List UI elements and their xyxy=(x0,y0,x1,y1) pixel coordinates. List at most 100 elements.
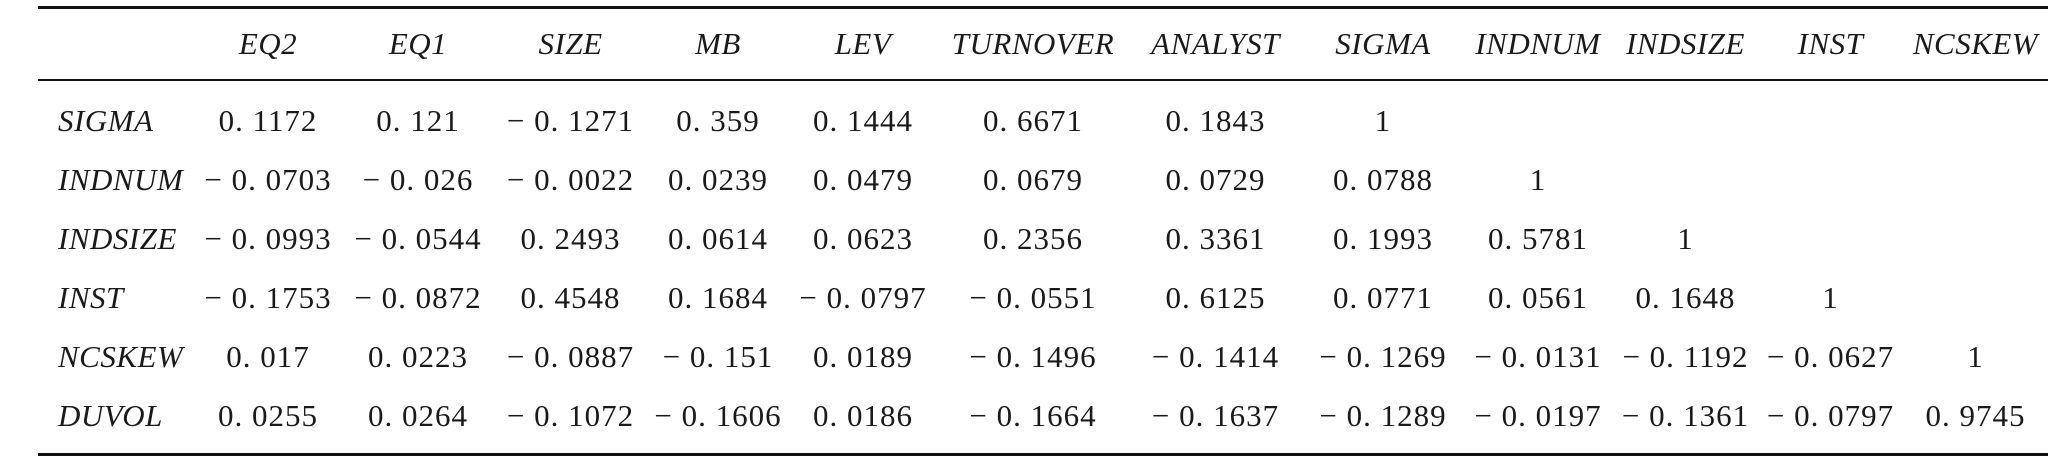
table-cell: 0. 0189 xyxy=(813,338,913,374)
table-cell: 0. 1648 xyxy=(1635,279,1736,315)
header-cell-analyst: ANALYST xyxy=(1151,26,1280,61)
table-cell: 0. 0679 xyxy=(983,161,1083,197)
row-label: INDSIZE xyxy=(58,220,177,256)
table-cell: 0. 017 xyxy=(226,338,310,374)
table-cell: 0. 0264 xyxy=(368,397,468,433)
table-cell: 0. 0788 xyxy=(1333,161,1433,197)
header-cell-ncskew: NCSKEW xyxy=(1912,26,2039,61)
table-cell: − 0. 1289 xyxy=(1319,397,1447,433)
table-cell: 0. 2493 xyxy=(520,220,621,256)
table-cell xyxy=(1613,150,1758,209)
table-cell: 0. 5781 xyxy=(1488,220,1588,256)
table-cell: − 0. 1414 xyxy=(1151,338,1280,374)
table-cell xyxy=(1463,80,1613,150)
table-cell: 0. 0239 xyxy=(668,161,768,197)
table-cell: − 0. 0544 xyxy=(354,220,482,256)
header-cell-eq1: EQ1 xyxy=(388,26,448,61)
header-cell-size: SIZE xyxy=(538,26,603,61)
table-cell xyxy=(1758,150,1903,209)
table-cell: − 0. 1753 xyxy=(204,279,332,315)
header-cell-inst: INST xyxy=(1797,26,1864,61)
table-cell: 0. 0255 xyxy=(218,397,318,433)
header-cell-sigma: SIGMA xyxy=(1335,26,1431,61)
table-cell: 0. 1444 xyxy=(813,102,913,138)
table-cell: 0. 6671 xyxy=(983,102,1083,138)
table-cell xyxy=(1903,268,2048,327)
table-cell: − 0. 0703 xyxy=(204,161,332,197)
table-cell: 0. 0223 xyxy=(368,338,468,374)
table-cell xyxy=(1758,80,1903,150)
table-cell: − 0. 0131 xyxy=(1474,338,1602,374)
table-cell: − 0. 0797 xyxy=(1766,397,1895,433)
table-cell: 0. 0771 xyxy=(1333,279,1433,315)
header-cell-mb: MB xyxy=(695,26,741,61)
table-cell xyxy=(1903,209,2048,268)
table-cell: − 0. 1637 xyxy=(1151,397,1280,433)
table-cell: − 0. 1496 xyxy=(969,338,1097,374)
table-row-inst: INST − 0. 1753 − 0. 0872 0. 4548 0. 1684… xyxy=(38,268,2048,327)
row-label: DUVOL xyxy=(58,397,163,433)
table-row-duvol: DUVOL 0. 0255 0. 0264 − 0. 1072 − 0. 160… xyxy=(38,386,2048,455)
table-row-indnum: INDNUM − 0. 0703 − 0. 026 − 0. 0022 0. 0… xyxy=(38,150,2048,209)
table-cell: − 0. 151 xyxy=(662,338,774,374)
table-cell xyxy=(1903,150,2048,209)
table-cell: 1 xyxy=(1374,102,1392,138)
header-cell-indnum: INDNUM xyxy=(1475,26,1601,61)
table-cell: − 0. 0022 xyxy=(506,161,635,197)
table-cell: 0. 4548 xyxy=(520,279,621,315)
table-cell: 0. 0623 xyxy=(813,220,913,256)
correlation-table-container: EQ2 EQ1 SIZE MB LEV TURNOVER ANALYST SIG… xyxy=(38,6,2048,456)
table-cell: − 0. 026 xyxy=(362,161,474,197)
table-cell: 0. 0186 xyxy=(813,397,913,433)
table-cell: 0. 359 xyxy=(676,102,760,138)
header-cell-turnover: TURNOVER xyxy=(951,26,1115,61)
row-label: INST xyxy=(58,279,124,315)
table-cell: − 0. 1271 xyxy=(506,102,635,138)
table-cell: 1 xyxy=(1529,161,1547,197)
table-cell: 0. 2356 xyxy=(983,220,1083,256)
table-cell: − 0. 0627 xyxy=(1766,338,1895,374)
table-cell: 1 xyxy=(1822,279,1839,315)
table-cell: 0. 0614 xyxy=(668,220,768,256)
table-cell: 0. 0729 xyxy=(1165,161,1266,197)
header-cell-corner xyxy=(38,8,193,81)
header-cell-eq2: EQ2 xyxy=(238,26,298,61)
row-label: NCSKEW xyxy=(58,338,184,374)
table-cell: 0. 1172 xyxy=(218,102,318,138)
table-cell xyxy=(1758,209,1903,268)
table-cell: − 0. 1606 xyxy=(654,397,782,433)
correlation-table: EQ2 EQ1 SIZE MB LEV TURNOVER ANALYST SIG… xyxy=(38,6,2048,456)
table-cell: 0. 0479 xyxy=(813,161,913,197)
table-cell: − 0. 0797 xyxy=(799,279,927,315)
table-cell: 0. 0561 xyxy=(1488,279,1588,315)
table-cell: 0. 6125 xyxy=(1165,279,1266,315)
row-label: SIGMA xyxy=(58,102,154,138)
header-cell-lev: LEV xyxy=(834,26,892,61)
table-cell: 0. 1684 xyxy=(668,279,768,315)
table-cell: − 0. 1072 xyxy=(506,397,635,433)
table-cell: − 0. 0551 xyxy=(969,279,1097,315)
table-cell: − 0. 1269 xyxy=(1319,338,1447,374)
table-cell: 0. 3361 xyxy=(1165,220,1266,256)
table-cell: − 0. 1664 xyxy=(969,397,1097,433)
table-cell: 0. 121 xyxy=(376,102,460,138)
header-cell-indsize: INDSIZE xyxy=(1626,26,1745,61)
table-cell: 1 xyxy=(1677,220,1694,256)
table-cell: − 0. 0197 xyxy=(1474,397,1602,433)
table-row-indsize: INDSIZE − 0. 0993 − 0. 0544 0. 2493 0. 0… xyxy=(38,209,2048,268)
header-row: EQ2 EQ1 SIZE MB LEV TURNOVER ANALYST SIG… xyxy=(38,7,2048,81)
table-cell: − 0. 1361 xyxy=(1621,397,1750,433)
table-cell xyxy=(1903,80,2048,150)
table-row-ncskew: NCSKEW 0. 017 0. 0223 − 0. 0887 − 0. 151… xyxy=(38,327,2048,386)
table-cell: 0. 1993 xyxy=(1333,220,1433,256)
table-cell: − 0. 1192 xyxy=(1622,338,1749,374)
table-cell: − 0. 0993 xyxy=(204,220,332,256)
table-cell: 0. 1843 xyxy=(1165,102,1266,138)
table-cell: 1 xyxy=(1967,338,1984,374)
table-cell: − 0. 0887 xyxy=(506,338,635,374)
table-row-sigma: SIGMA 0. 1172 0. 121 − 0. 1271 0. 359 0.… xyxy=(38,80,2048,150)
table-cell: − 0. 0872 xyxy=(354,279,482,315)
table-cell xyxy=(1613,80,1758,150)
table-cell: 0. 9745 xyxy=(1925,397,2026,433)
row-label: INDNUM xyxy=(58,161,184,197)
